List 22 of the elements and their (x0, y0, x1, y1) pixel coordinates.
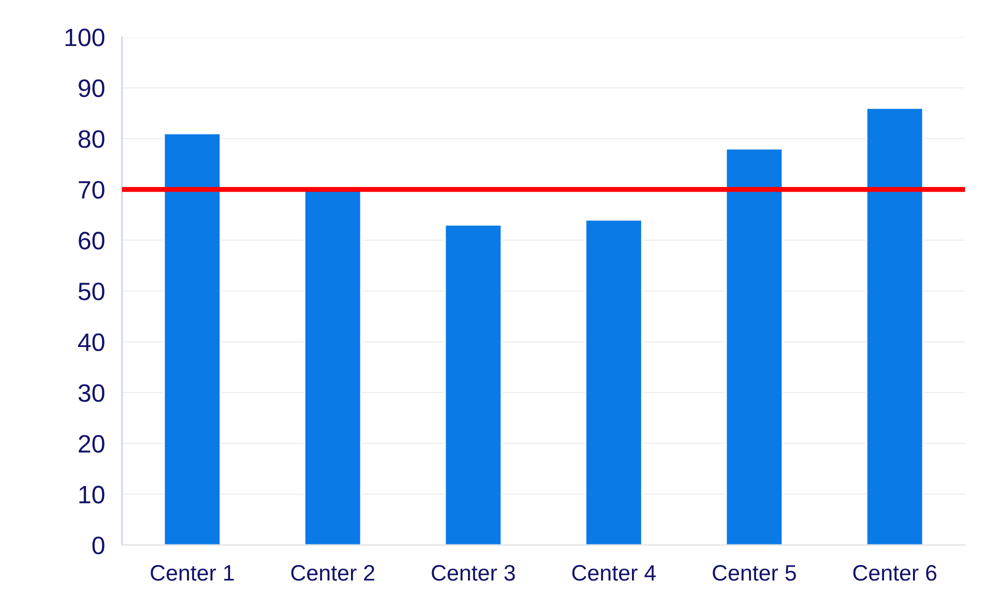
x-tick-label: Center 1 (150, 565, 234, 581)
bar (163, 132, 222, 545)
y-tick-label: 0 (92, 536, 104, 554)
y-tick-label: 20 (78, 435, 104, 453)
x-tick-label: Center 3 (432, 565, 515, 581)
bar (725, 148, 784, 545)
x-tick-label: Center 5 (712, 565, 796, 581)
bar (584, 219, 643, 545)
y-tick-label: 30 (78, 384, 104, 402)
y-tick-label: 40 (78, 333, 104, 352)
y-tick-label: 70 (78, 181, 104, 199)
y-tick-label: 90 (78, 79, 104, 98)
x-tick-label: Center 4 (572, 565, 656, 581)
x-tick-label: Center 6 (853, 565, 936, 581)
y-tick-label: 10 (79, 486, 104, 504)
bar (444, 224, 502, 545)
bar (866, 107, 924, 545)
y-tick-label: 50 (78, 282, 104, 300)
y-tick-label: 100 (66, 28, 104, 46)
y-tick-label: 60 (78, 232, 104, 250)
x-tick-label: Center 2 (291, 565, 374, 581)
y-tick-label: 80 (78, 130, 104, 148)
